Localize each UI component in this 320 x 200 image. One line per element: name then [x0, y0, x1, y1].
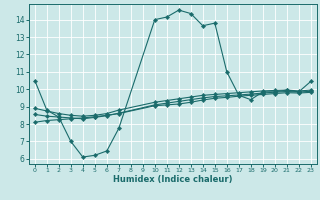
X-axis label: Humidex (Indice chaleur): Humidex (Indice chaleur): [113, 175, 233, 184]
